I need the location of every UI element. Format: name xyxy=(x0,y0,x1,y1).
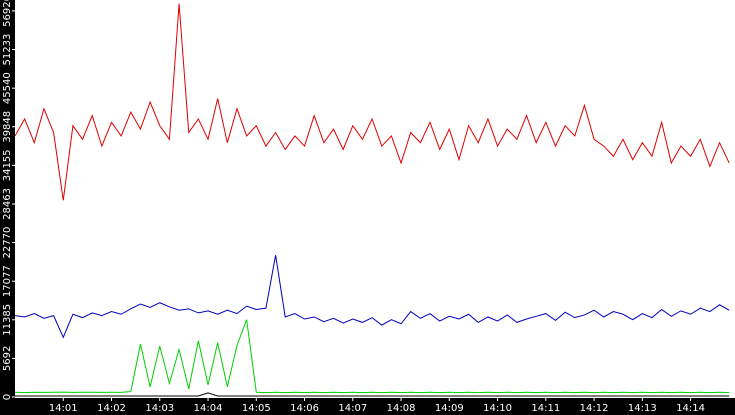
x-tick-label: 14:02 xyxy=(97,403,126,414)
x-tick-label: 14:09 xyxy=(435,403,464,414)
series-line xyxy=(15,3,730,201)
x-tick-label: 14:07 xyxy=(338,403,367,414)
y-tick-label: 28463 xyxy=(2,188,13,220)
x-tick-label: 14:08 xyxy=(387,403,416,414)
plot-area xyxy=(15,3,730,397)
y-tick-label: 51233 xyxy=(2,34,13,66)
x-axis-bar xyxy=(0,398,735,415)
y-tick-label: 56926 xyxy=(2,0,13,27)
y-tick-label: 17077 xyxy=(2,265,13,297)
y-tick-label: 0 xyxy=(2,394,13,400)
x-tick-label: 14:03 xyxy=(145,403,174,414)
x-tick-label: 14:11 xyxy=(531,403,560,414)
y-tick-label: 39848 xyxy=(2,111,13,143)
x-tick-label: 14:12 xyxy=(580,403,609,414)
series-line xyxy=(15,255,730,339)
series-line xyxy=(15,392,730,397)
y-tick-label: 5692 xyxy=(2,346,13,371)
y-tick-label: 11385 xyxy=(2,304,13,336)
x-tick-label: 14:13 xyxy=(628,403,657,414)
y-tick-label: 34155 xyxy=(2,149,13,181)
series-line xyxy=(15,319,730,394)
x-tick-label: 14:14 xyxy=(676,403,705,414)
y-axis-bar xyxy=(0,0,15,415)
x-tick-label: 14:05 xyxy=(242,403,271,414)
y-tick-label: 22770 xyxy=(2,227,13,259)
x-tick-label: 14:10 xyxy=(483,403,512,414)
x-tick-label: 14:06 xyxy=(290,403,319,414)
x-tick-label: 14:01 xyxy=(49,403,78,414)
x-tick-label: 14:04 xyxy=(194,403,223,414)
y-tick-label: 45540 xyxy=(2,72,13,104)
